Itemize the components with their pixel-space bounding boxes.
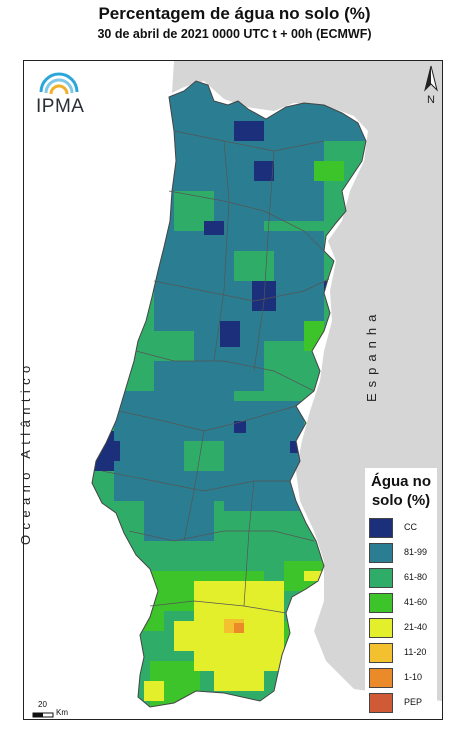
legend-label: CC: [404, 522, 417, 532]
ipma-logo-icon: [39, 72, 79, 95]
legend-swatch: [369, 693, 393, 713]
legend-item: 61-80: [369, 568, 437, 588]
north-arrow-icon: [424, 65, 438, 92]
portugal-outline: [91, 80, 367, 708]
legend-swatch: [369, 668, 393, 688]
legend: Água no solo (%) CC 81-99 61-80 41-60 21-40 1…: [365, 468, 437, 714]
legend-swatch: [369, 643, 393, 663]
legend-label: 11-20: [404, 647, 427, 657]
scale-value: 20: [38, 700, 47, 709]
soil-water-map: [91, 61, 442, 708]
legend-item: CC: [369, 518, 437, 538]
map-subtitle: 30 de abril de 2021 0000 UTC t + 00h (EC…: [97, 27, 372, 41]
legend-item: 1-10: [369, 668, 437, 688]
map-title: Percentagem de água no solo (%): [98, 4, 371, 23]
legend-label: 61-80: [404, 572, 428, 582]
legend-item: 11-20: [369, 643, 437, 663]
legend-label: 1-10: [404, 672, 423, 682]
scale-unit: Km: [56, 708, 68, 717]
ipma-logo-text: IPMA: [36, 96, 85, 117]
scale-bar: [32, 712, 54, 718]
spain-label: Espanha: [364, 308, 379, 402]
legend-item: 41-60: [369, 593, 437, 613]
legend-title: Água no solo (%): [371, 473, 431, 509]
legend-swatch: [369, 593, 393, 613]
legend-label: PEP: [404, 697, 423, 707]
ocean-label: Oceano Atlântico: [18, 360, 33, 545]
legend-swatch: [369, 518, 393, 538]
legend-swatch: [369, 618, 393, 638]
legend-swatch: [369, 568, 393, 588]
legend-swatch: [369, 543, 393, 563]
map-frame: [23, 60, 443, 720]
legend-item: 81-99: [369, 543, 437, 563]
legend-label: 41-60: [404, 597, 428, 607]
legend-label: 81-99: [404, 547, 428, 557]
legend-item: 21-40: [369, 618, 437, 638]
legend-item: PEP: [369, 693, 437, 713]
north-label: N: [427, 94, 435, 106]
district-borders: [101, 130, 330, 614]
legend-label: 21-40: [404, 622, 428, 632]
